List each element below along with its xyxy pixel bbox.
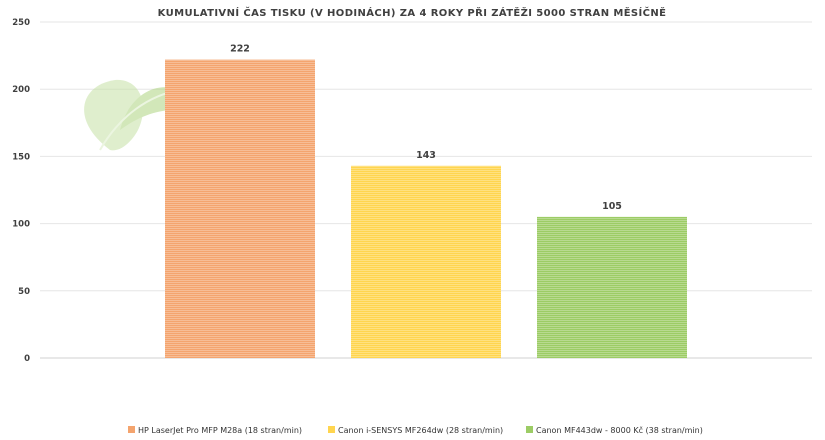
y-axis-ticks: 0 50 100 150 200 250 [12,18,30,364]
data-label: 105 [602,201,622,212]
y-tick-label: 100 [12,220,30,230]
y-tick-label: 150 [12,152,30,162]
legend-swatch [526,426,533,433]
legend-label: Canon i-SENSYS MF264dw (28 stran/min) [338,426,503,435]
legend-swatch [128,426,135,433]
legend-label: Canon MF443dw - 8000 Kč (38 stran/min) [536,425,703,435]
bar-texture [165,59,315,359]
bars [165,59,687,359]
legend: HP LaserJet Pro MFP M28a (18 stran/min) C… [128,425,703,435]
data-label: 143 [416,150,436,161]
legend-item: Canon i-SENSYS MF264dw (28 stran/min) [328,426,503,435]
bar-texture [537,216,687,358]
y-tick-label: 0 [24,354,30,364]
y-tick-label: 250 [12,18,30,28]
chart-title: KUMULATIVNÍ ČAS TISKU (V HODINÁCH) ZA 4 … [158,6,667,19]
data-labels: 222 143 105 [230,44,622,212]
legend-item: Canon MF443dw - 8000 Kč (38 stran/min) [526,425,703,435]
legend-swatch [328,426,335,433]
data-label: 222 [230,44,250,55]
legend-label: HP LaserJet Pro MFP M28a (18 stran/min) [138,426,302,435]
y-tick-label: 200 [12,85,30,95]
legend-item: HP LaserJet Pro MFP M28a (18 stran/min) [128,426,302,435]
y-tick-label: 50 [18,287,30,297]
bar-texture [351,165,501,358]
